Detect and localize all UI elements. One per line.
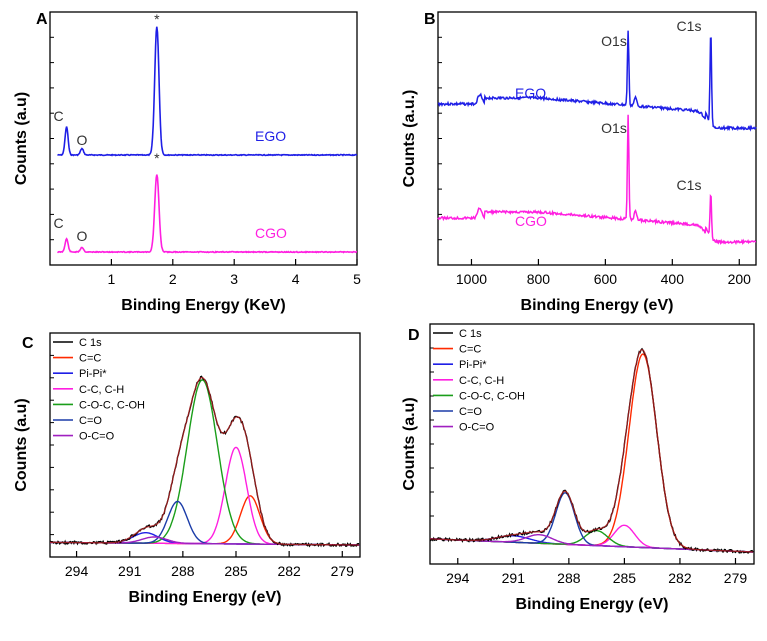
legend-label-4: C-O-C, C-OH xyxy=(79,399,145,411)
fit-envelope-line xyxy=(430,348,754,553)
x-tick-label-A: 3 xyxy=(230,271,238,287)
x-tick-label-D: 282 xyxy=(668,570,692,586)
legend-label-3: C-C, C-H xyxy=(459,375,504,387)
x-tick-label-D: 279 xyxy=(724,570,748,586)
component-curve-4 xyxy=(50,500,360,546)
series-label-ego: EGO xyxy=(515,85,546,101)
plot-frame-B xyxy=(437,11,757,266)
plot-frame-A xyxy=(49,11,358,266)
x-tick-label-D: 288 xyxy=(557,570,581,586)
panel-letter-D: D xyxy=(408,327,420,344)
plot-frame-C xyxy=(49,332,361,558)
x-tick-label-A: 2 xyxy=(169,271,177,287)
legend-label-2: Pi-Pi* xyxy=(459,359,487,371)
series-line-ego xyxy=(437,30,757,132)
peak-annotation-cgo: O1s xyxy=(601,120,627,136)
x-axis-label-A: Binding Energy (KeV) xyxy=(121,297,285,314)
peak-annotation-ego: * xyxy=(154,11,160,27)
legend-label-1: C=C xyxy=(79,353,101,365)
legend-label-3: C-C, C-H xyxy=(79,384,124,396)
legend-label-6: O-C=O xyxy=(459,422,495,434)
x-tick-label-A: 4 xyxy=(292,271,300,287)
component-curve-0 xyxy=(50,495,360,546)
y-axis-label-A: Counts (a.u) xyxy=(13,92,30,185)
series-line-cgo xyxy=(57,174,357,254)
x-tick-label-B: 600 xyxy=(594,271,618,287)
peak-annotation-cgo: O xyxy=(76,228,87,244)
legend-label-5: C=O xyxy=(79,415,102,427)
y-axis-label-D: Counts (a.u) xyxy=(401,397,418,490)
legend-label-2: Pi-Pi* xyxy=(79,368,107,380)
x-tick-label-C: 288 xyxy=(171,563,195,579)
y-axis-label-B: Counts (a.u.) xyxy=(401,90,418,188)
panel-letter-C: C xyxy=(22,335,34,352)
panel-letter-A: A xyxy=(36,11,48,28)
x-tick-label-C: 285 xyxy=(224,563,248,579)
x-tick-label-C: 291 xyxy=(118,563,142,579)
x-axis-label-C: Binding Energy (eV) xyxy=(129,589,282,606)
legend-label-0: C 1s xyxy=(79,337,102,349)
x-axis-label-D: Binding Energy (eV) xyxy=(516,596,669,613)
x-tick-label-B: 800 xyxy=(527,271,551,287)
component-curve-2 xyxy=(50,446,360,546)
x-tick-label-D: 285 xyxy=(613,570,637,586)
series-label-cgo: CGO xyxy=(255,225,287,241)
x-tick-label-B: 1000 xyxy=(456,271,487,287)
x-tick-label-C: 294 xyxy=(65,563,89,579)
x-tick-label-B: 400 xyxy=(661,271,685,287)
x-tick-label-A: 1 xyxy=(108,271,116,287)
legend-label-0: C 1s xyxy=(459,328,482,340)
peak-annotation-cgo: * xyxy=(154,150,160,166)
x-tick-label-C: 279 xyxy=(331,563,355,579)
legend-label-6: O-C=O xyxy=(79,431,115,443)
peak-annotation-ego: O1s xyxy=(601,33,627,49)
series-line-ego xyxy=(57,26,358,157)
x-tick-label-B: 200 xyxy=(728,271,752,287)
x-tick-label-C: 282 xyxy=(277,563,301,579)
fit-envelope-line xyxy=(50,376,360,546)
component-curve-4 xyxy=(430,492,754,553)
x-axis-label-B: Binding Energy (eV) xyxy=(521,297,674,314)
peak-annotation-cgo: C1s xyxy=(677,177,702,193)
panel-letter-B: B xyxy=(424,11,436,28)
peak-annotation-ego: O xyxy=(76,132,87,148)
legend-label-4: C-O-C, C-OH xyxy=(459,390,525,402)
x-tick-label-D: 294 xyxy=(446,570,470,586)
legend-label-1: C=C xyxy=(459,344,481,356)
peak-annotation-ego: C xyxy=(54,108,64,124)
peak-annotation-ego: C1s xyxy=(677,18,702,34)
y-axis-label-C: Counts (a.u) xyxy=(13,398,30,491)
legend-label-5: C=O xyxy=(459,406,482,418)
series-line-cgo xyxy=(437,114,757,246)
x-tick-label-A: 5 xyxy=(353,271,361,287)
peak-annotation-cgo: C xyxy=(54,215,64,231)
x-tick-label-D: 291 xyxy=(502,570,526,586)
series-label-ego: EGO xyxy=(255,128,286,144)
series-label-cgo: CGO xyxy=(515,213,547,229)
